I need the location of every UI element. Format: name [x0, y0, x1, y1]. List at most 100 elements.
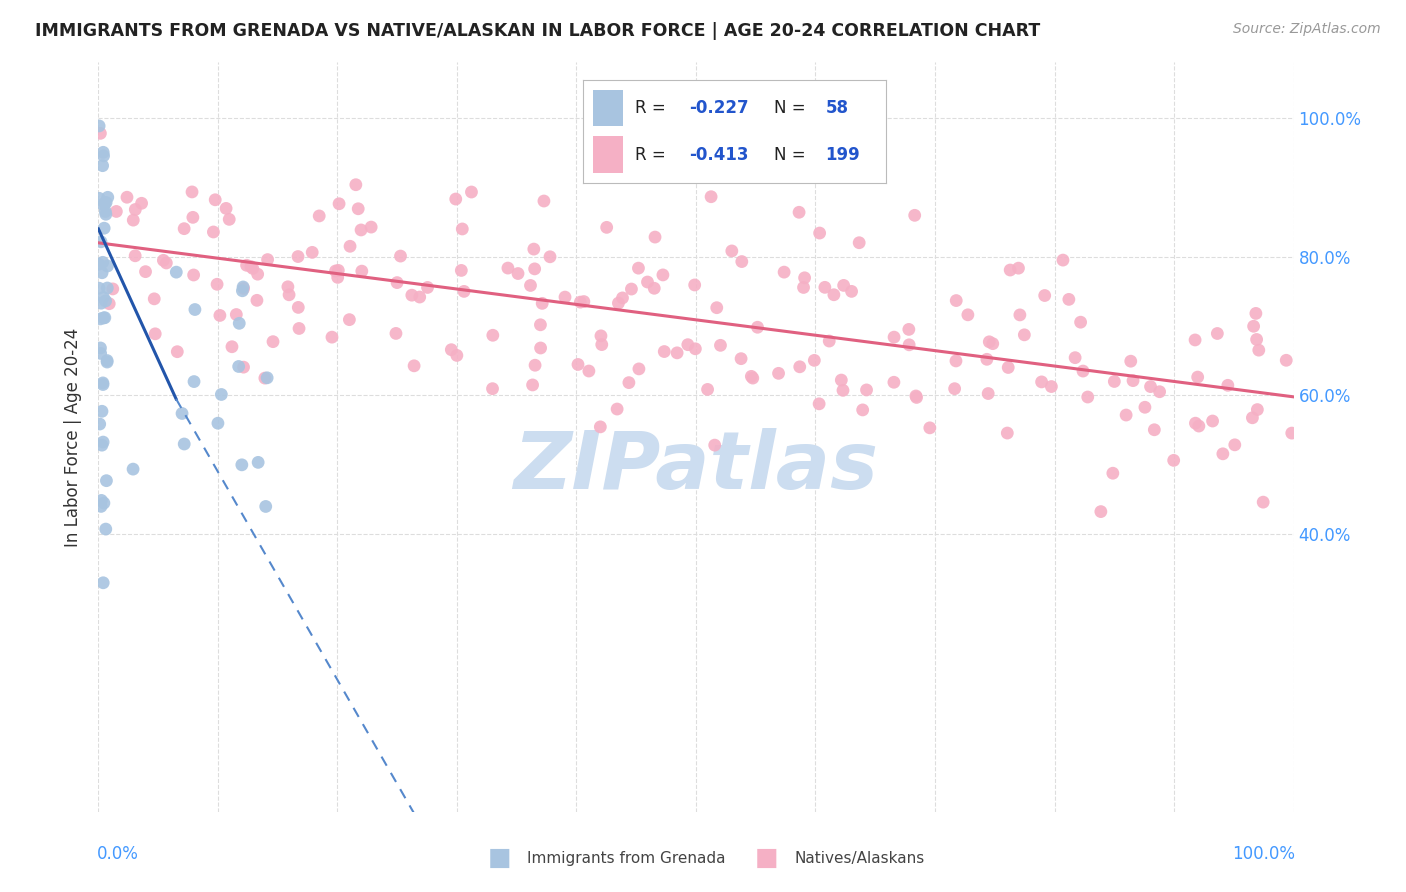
Point: [1033, 288, 1056, 302]
Point: [308, 209, 330, 223]
Text: 0.0%: 0.0%: [97, 846, 139, 863]
Point: [700, 190, 723, 204]
Point: [93, 149, 115, 163]
Point: [91, 266, 114, 280]
Point: [96, 355, 118, 369]
Point: [93, 310, 115, 325]
Point: [254, 500, 277, 514]
Point: [1187, 370, 1209, 384]
Point: [627, 261, 650, 276]
Point: [1139, 379, 1161, 393]
Point: [225, 308, 247, 322]
Point: [904, 389, 927, 403]
Point: [446, 348, 468, 362]
Text: N =: N =: [773, 99, 811, 117]
Point: [652, 344, 675, 359]
Point: [1212, 447, 1234, 461]
Point: [651, 268, 673, 282]
Point: [683, 277, 706, 292]
Point: [706, 301, 728, 315]
Point: [221, 340, 243, 354]
Point: [506, 267, 529, 281]
Point: [523, 242, 546, 256]
Point: [905, 391, 928, 405]
Point: [997, 360, 1019, 375]
Point: [91, 159, 114, 173]
Point: [239, 260, 262, 274]
Point: [90, 296, 112, 310]
Point: [277, 280, 299, 294]
Point: [94, 204, 117, 219]
Point: [97, 190, 120, 204]
Point: [578, 364, 600, 378]
Point: [747, 320, 769, 334]
Point: [832, 384, 855, 398]
Point: [567, 358, 589, 372]
Point: [482, 328, 505, 343]
Point: [90, 500, 112, 514]
Point: [256, 371, 278, 385]
Point: [91, 145, 114, 160]
Point: [326, 270, 349, 285]
Point: [404, 359, 426, 373]
Point: [347, 202, 370, 216]
Text: 199: 199: [825, 146, 860, 164]
Point: [818, 334, 841, 348]
Point: [612, 291, 634, 305]
Text: IMMIGRANTS FROM GRENADA VS NATIVE/ALASKAN IN LABOR FORCE | AGE 20-24 CORRELATION: IMMIGRANTS FROM GRENADA VS NATIVE/ALASKA…: [35, 22, 1040, 40]
Point: [262, 334, 284, 349]
Point: [253, 371, 276, 385]
Point: [1251, 495, 1274, 509]
Point: [87, 281, 110, 295]
Point: [444, 192, 467, 206]
Point: [87, 257, 110, 271]
Point: [481, 382, 503, 396]
Point: [231, 284, 253, 298]
Point: [496, 261, 519, 276]
Point: [569, 295, 592, 310]
Point: [1184, 333, 1206, 347]
Point: [287, 250, 309, 264]
Point: [202, 225, 225, 239]
Point: [883, 330, 905, 344]
Point: [1071, 364, 1094, 378]
Point: [730, 351, 752, 366]
Point: [453, 285, 475, 299]
Point: [793, 270, 815, 285]
Text: ■: ■: [488, 847, 510, 870]
Point: [209, 387, 232, 401]
Point: [89, 417, 111, 431]
Point: [531, 296, 554, 310]
Point: [1243, 319, 1265, 334]
Point: [205, 277, 228, 292]
Point: [814, 280, 837, 294]
Point: [135, 265, 157, 279]
Point: [1031, 375, 1053, 389]
Point: [93, 290, 115, 304]
Point: [87, 119, 110, 133]
Point: [101, 282, 124, 296]
Point: [91, 376, 114, 390]
Point: [90, 235, 112, 249]
Point: [1077, 390, 1099, 404]
Point: [321, 330, 343, 344]
Point: [246, 293, 269, 308]
Point: [89, 126, 111, 140]
Point: [278, 287, 301, 301]
Point: [232, 280, 254, 294]
Point: [1101, 467, 1123, 481]
Bar: [592, 136, 623, 173]
Point: [519, 278, 541, 293]
Point: [607, 296, 630, 310]
Point: [855, 383, 877, 397]
Point: [676, 337, 699, 351]
Point: [904, 208, 927, 222]
Point: [793, 280, 815, 294]
Point: [105, 204, 128, 219]
Point: [228, 359, 250, 374]
Point: [96, 259, 118, 273]
Point: [945, 293, 967, 308]
Point: [173, 221, 195, 235]
Point: [98, 296, 121, 310]
Point: [91, 575, 114, 590]
